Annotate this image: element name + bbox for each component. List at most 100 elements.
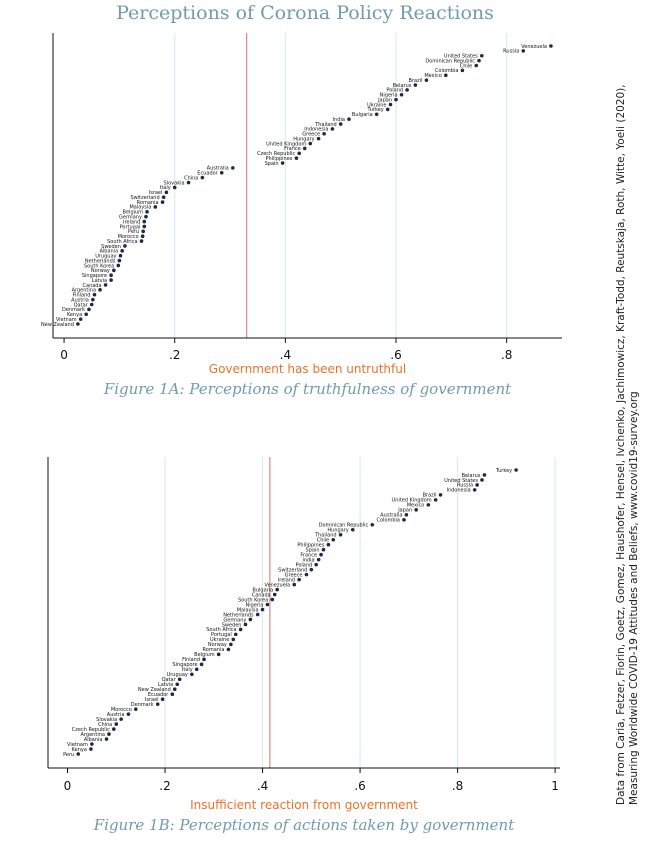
data-point — [109, 278, 113, 282]
point-label: Bulgaria — [352, 112, 373, 118]
point-label: Belgium — [194, 652, 215, 658]
x-tick-label: 0 — [60, 348, 68, 362]
data-point — [123, 244, 127, 248]
point-label: Mexico — [424, 73, 441, 79]
point-label: South Africa — [206, 627, 236, 633]
point-label: New Zealand — [41, 322, 74, 328]
data-point — [119, 717, 123, 721]
point-label: United Kingdom — [392, 498, 432, 504]
point-label: Turkey — [495, 468, 512, 474]
data-point — [172, 185, 177, 190]
data-point — [133, 707, 138, 711]
data-point — [472, 488, 477, 492]
data-point — [399, 92, 404, 97]
point-label: Kenya — [67, 312, 82, 318]
data-point — [87, 307, 91, 312]
data-point — [78, 317, 83, 321]
data-point — [370, 523, 375, 527]
point-label: Netherlands — [85, 258, 116, 264]
data-point — [89, 747, 93, 751]
point-label: Nigeria — [380, 93, 398, 99]
point-label: Canada — [252, 592, 271, 598]
point-label: United Kingdom — [266, 141, 306, 147]
data-point — [260, 607, 265, 612]
data-point — [238, 627, 243, 632]
data-point — [226, 647, 231, 652]
point-label: Greece — [302, 132, 320, 138]
point-label: Ireland — [123, 219, 140, 225]
data-point — [475, 483, 479, 487]
point-label: Japan — [377, 97, 392, 103]
data-point — [302, 146, 307, 151]
data-point — [316, 557, 321, 562]
data-point — [216, 652, 221, 657]
data-point — [405, 88, 409, 92]
point-label: South Korea — [84, 263, 114, 269]
data-point — [172, 687, 177, 692]
data-point — [117, 258, 122, 263]
point-label: Russia — [457, 483, 473, 489]
data-point — [292, 582, 297, 587]
point-label: Brazil — [423, 493, 437, 499]
data-point — [331, 537, 336, 542]
data-point — [177, 677, 182, 682]
point-label: Spain — [306, 548, 320, 554]
point-label: Nigeria — [246, 602, 264, 608]
point-label: Chile — [317, 538, 330, 544]
x-tick-label: .6 — [390, 348, 401, 362]
point-label: Portugal — [120, 224, 141, 230]
data-point — [308, 141, 313, 146]
data-point — [90, 742, 94, 746]
point-label: Ecuador — [197, 171, 218, 177]
data-point — [309, 567, 314, 572]
data-point — [140, 234, 145, 239]
point-label: Philippines — [265, 156, 292, 162]
data-point — [474, 63, 479, 68]
data-point — [270, 597, 275, 602]
data-point — [413, 83, 418, 87]
data-point — [272, 592, 277, 597]
data-point — [186, 180, 191, 185]
point-label: Australia — [207, 166, 229, 172]
data-point — [319, 552, 323, 557]
point-label: China — [184, 175, 198, 181]
point-label: Poland — [386, 88, 403, 94]
data-point — [109, 273, 113, 278]
x-tick-label: 0 — [64, 779, 72, 793]
point-label: Germany — [223, 617, 246, 623]
point-label: Uruguay — [167, 672, 188, 678]
data-point — [280, 161, 285, 165]
data-point — [170, 692, 175, 697]
data-point — [297, 577, 301, 582]
data-point — [231, 637, 236, 642]
point-label: Qatar — [162, 677, 177, 683]
data-point — [107, 732, 111, 736]
data-point — [91, 297, 95, 302]
point-label: Peru — [63, 752, 74, 758]
data-point — [229, 642, 233, 647]
point-label: Australia — [380, 513, 402, 519]
point-label: Greece — [285, 572, 303, 578]
point-label: Romania — [137, 200, 159, 206]
data-point — [433, 498, 438, 502]
x-axis-label: Government has been untruthful — [209, 362, 406, 376]
point-label: Colombia — [435, 68, 459, 74]
data-point — [120, 249, 124, 253]
point-label: Dominican Republic — [425, 58, 475, 64]
point-label: Morocco — [111, 707, 132, 713]
data-point — [155, 702, 160, 706]
data-point — [374, 112, 379, 117]
data-point — [414, 508, 418, 512]
point-label: Latvia — [92, 278, 107, 284]
data-point — [350, 527, 355, 532]
data-point — [175, 682, 180, 687]
data-point — [549, 44, 553, 48]
x-tick-label: .6 — [354, 779, 365, 793]
data-point — [84, 312, 88, 317]
data-point — [338, 532, 343, 537]
data-point — [233, 632, 238, 637]
point-label: France — [284, 146, 301, 152]
figure-caption: Figure 1A: Perceptions of truthfulness o… — [103, 380, 512, 398]
